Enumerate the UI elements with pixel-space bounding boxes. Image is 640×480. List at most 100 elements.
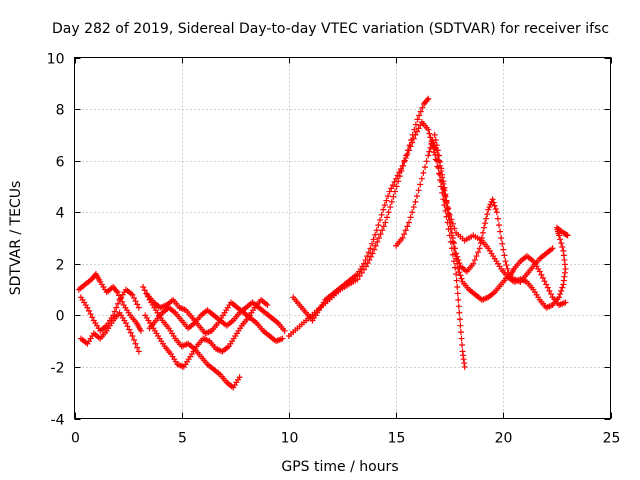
plot-frame bbox=[74, 57, 611, 419]
data-point bbox=[110, 312, 117, 319]
data-point bbox=[129, 291, 136, 298]
y-tick-label: 8 bbox=[56, 103, 65, 119]
data-point-interp bbox=[563, 231, 570, 238]
data-point-interp bbox=[379, 227, 386, 234]
data-point-interp bbox=[410, 204, 417, 211]
data-point bbox=[405, 147, 412, 154]
data-point-interp bbox=[85, 307, 92, 314]
data-point-interp bbox=[437, 158, 444, 165]
data-point-interp bbox=[432, 151, 439, 158]
data-point-interp bbox=[426, 130, 433, 137]
data-point bbox=[114, 289, 121, 296]
data-point bbox=[399, 162, 406, 169]
data-point bbox=[264, 302, 271, 309]
data-point bbox=[440, 186, 447, 193]
data-point-interp bbox=[132, 298, 139, 305]
data-point-interp bbox=[429, 140, 436, 147]
data-point bbox=[373, 227, 380, 234]
data-point-interp bbox=[503, 262, 510, 269]
data-point-interp bbox=[454, 283, 461, 290]
data-point-interp bbox=[371, 246, 378, 253]
data-point-interp bbox=[114, 300, 121, 307]
data-point-interp bbox=[389, 182, 396, 189]
data-point-interp bbox=[482, 220, 489, 227]
data-point-interp bbox=[383, 214, 390, 221]
data-point-interp bbox=[497, 228, 504, 235]
data-point bbox=[476, 245, 483, 252]
y-axis-label: SDTVAR / TECUs bbox=[8, 181, 24, 296]
data-point bbox=[453, 250, 460, 257]
data-point-interp bbox=[127, 329, 134, 336]
data-point bbox=[236, 374, 243, 381]
data-point-interp bbox=[368, 240, 375, 247]
data-point-interp bbox=[475, 249, 482, 256]
grid-lines bbox=[74, 57, 611, 419]
data-point bbox=[425, 95, 432, 102]
data-point bbox=[137, 327, 144, 334]
data-point-interp bbox=[450, 240, 457, 247]
data-point-interp bbox=[451, 225, 458, 232]
data-point bbox=[431, 131, 438, 138]
data-point-interp bbox=[458, 275, 465, 282]
data-point-interp bbox=[383, 197, 390, 204]
data-point-interp bbox=[443, 198, 450, 205]
series-track-3 bbox=[77, 309, 142, 355]
data-point-interp bbox=[548, 291, 555, 298]
data-point-interp bbox=[419, 104, 426, 111]
chart-title: Day 282 of 2019, Sidereal Day-to-day VTE… bbox=[52, 21, 609, 37]
data-point-interp bbox=[370, 236, 377, 243]
data-point-interp bbox=[539, 274, 546, 281]
data-point bbox=[405, 219, 412, 226]
x-tick-label: 10 bbox=[281, 431, 299, 447]
series-track-1 bbox=[75, 271, 144, 334]
data-point-interp bbox=[504, 265, 511, 272]
data-point-interp bbox=[417, 108, 424, 115]
data-point-interp bbox=[374, 238, 381, 245]
data-point-interp bbox=[424, 97, 431, 104]
data-point-interp bbox=[459, 342, 466, 349]
data-point-interp bbox=[372, 242, 379, 249]
data-point bbox=[380, 206, 387, 213]
data-point-interp bbox=[87, 311, 94, 318]
data-point bbox=[412, 198, 419, 205]
data-point-interp bbox=[130, 336, 137, 343]
data-point-interp bbox=[430, 146, 437, 153]
data-point bbox=[457, 322, 464, 329]
data-point-interp bbox=[420, 169, 427, 176]
data-point-interp bbox=[499, 240, 506, 247]
data-point-interp bbox=[484, 211, 491, 218]
series-track-5 bbox=[142, 296, 271, 370]
data-point-interp bbox=[417, 181, 424, 188]
data-point-interp bbox=[401, 231, 408, 238]
data-point-interp bbox=[483, 215, 490, 222]
axis-ticks bbox=[74, 57, 612, 420]
data-point-interp bbox=[441, 192, 448, 199]
data-point-interp bbox=[124, 323, 131, 330]
data-point bbox=[461, 363, 468, 370]
data-point-interp bbox=[454, 253, 461, 260]
data-point-interp bbox=[458, 335, 465, 342]
data-point bbox=[562, 299, 569, 306]
data-point bbox=[412, 131, 419, 138]
data-point-interp bbox=[417, 122, 424, 129]
data-point bbox=[425, 152, 432, 159]
data-point-interp bbox=[432, 137, 439, 144]
data-point bbox=[425, 126, 432, 133]
data-point-interp bbox=[385, 193, 392, 200]
data-point-interp bbox=[388, 185, 395, 192]
data-point-interp bbox=[448, 216, 455, 223]
data-point-interp bbox=[454, 290, 461, 297]
data-point-interp bbox=[89, 314, 96, 321]
data-point bbox=[414, 116, 421, 123]
data-point-interp bbox=[471, 256, 478, 263]
data-point-interp bbox=[385, 209, 392, 216]
data-point-interp bbox=[557, 291, 564, 298]
data-point-interp bbox=[393, 183, 400, 190]
data-point-interp bbox=[407, 143, 414, 150]
data-point-interp bbox=[500, 246, 507, 253]
data-point-interp bbox=[438, 165, 445, 172]
data-point-interp bbox=[387, 204, 394, 211]
data-point bbox=[481, 224, 488, 231]
data-point-interp bbox=[401, 158, 408, 165]
